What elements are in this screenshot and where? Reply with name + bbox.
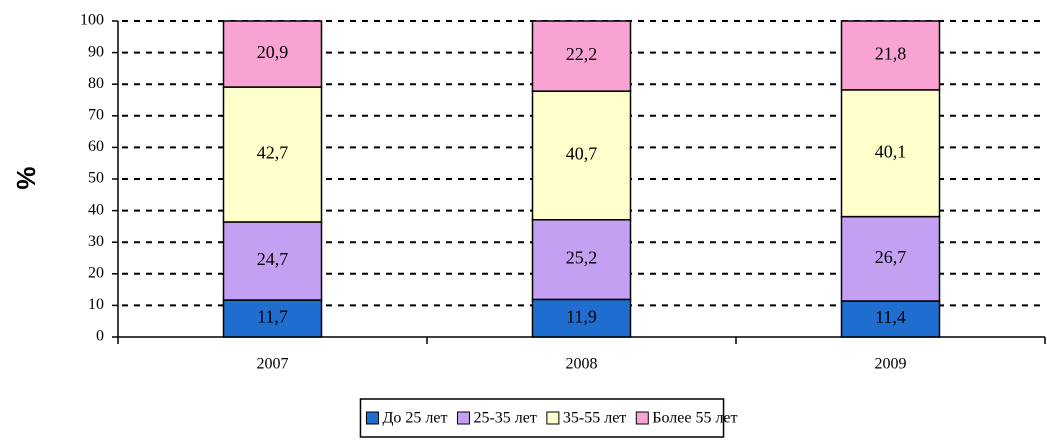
data-label: 11,7 (257, 307, 288, 327)
legend-swatch (635, 411, 649, 425)
bar-segment (222, 20, 323, 88)
x-tick-label: 2008 (566, 356, 598, 373)
legend-box (359, 398, 725, 438)
data-label: 25,2 (566, 248, 598, 268)
legend-label: 25-35 лет (473, 410, 536, 427)
y-tick-label: 40 (88, 201, 104, 218)
y-tick-label: 100 (80, 12, 104, 29)
bar-segment (531, 20, 632, 92)
legend-label: Более 55 лет (652, 410, 737, 427)
legend-label: До 25 лет (382, 410, 447, 427)
y-tick-label: 90 (88, 43, 104, 60)
data-label: 40,1 (875, 141, 907, 161)
bar-segment (840, 215, 941, 302)
y-tick-label: 50 (88, 170, 104, 187)
data-label: 22,2 (566, 44, 598, 64)
data-label: 24,7 (257, 249, 289, 269)
x-tick-label: 2009 (875, 356, 907, 373)
data-label: 11,4 (875, 307, 906, 327)
y-tick-label: 0 (96, 328, 104, 345)
bar-segment (222, 86, 323, 223)
legend-swatch (365, 411, 379, 425)
data-label: 11,9 (566, 306, 597, 326)
bar-segment (222, 221, 323, 301)
bar-segment (531, 90, 632, 221)
data-label: 40,7 (566, 144, 598, 164)
data-label: 20,9 (257, 42, 289, 62)
bar-segment (840, 20, 941, 91)
bar-segment (531, 298, 632, 338)
legend-swatch (546, 411, 560, 425)
y-axis-label: % (11, 166, 41, 189)
y-tick-label: 20 (88, 264, 104, 281)
bar-segment (840, 89, 941, 218)
y-tick-label: 60 (88, 138, 104, 155)
data-label: 26,7 (875, 247, 907, 267)
x-tick-label: 2007 (257, 356, 289, 373)
legend-label: 35-55 лет (563, 410, 626, 427)
y-tick-label: 80 (88, 75, 104, 92)
data-label: 21,8 (875, 44, 907, 64)
bar-segment (840, 300, 941, 338)
y-tick-label: 30 (88, 233, 104, 250)
y-tick-label: 10 (88, 296, 104, 313)
legend-swatch (456, 411, 470, 425)
data-label: 42,7 (257, 143, 289, 163)
y-tick-label: 70 (88, 106, 104, 123)
